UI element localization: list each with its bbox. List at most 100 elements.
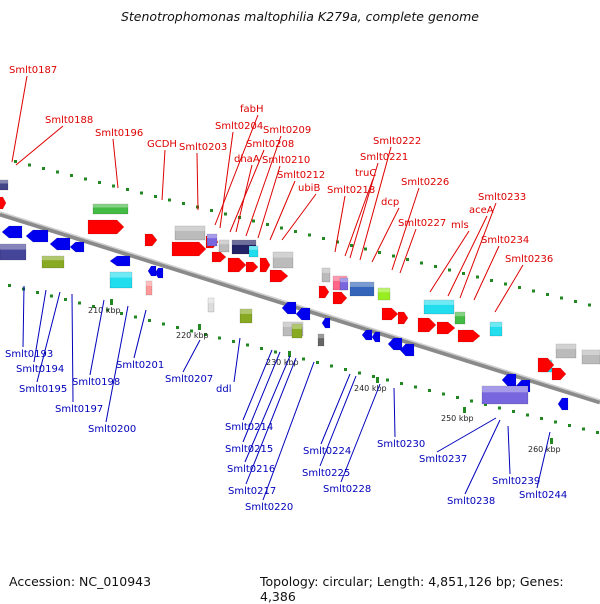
reverse-tick-lane [442,392,445,396]
reverse-tick-lane [596,431,599,434]
forward-label-Smlt0218: Smlt0218 [327,185,375,196]
forward-tick-lane [490,279,493,282]
forward-label-Smlt0226: Smlt0226 [401,177,449,188]
reverse-label-leader [320,373,351,445]
reverse-tick-lane [372,375,375,378]
reverse-gene-feature [41,255,65,269]
forward-tick-lane [476,275,479,279]
reverse-tick-lane [50,294,53,298]
reverse-gene-feature [147,265,157,277]
reverse-tick-lane [358,371,361,375]
forward-label-Smlt0236: Smlt0236 [505,254,553,265]
scale-label-220-kbp: 220 kbp [176,331,209,340]
forward-tick-lane [14,160,17,163]
reverse-label-Smlt0220: Smlt0220 [245,502,293,513]
scale-tick [463,407,466,413]
reverse-label-Smlt0228: Smlt0228 [323,484,371,495]
forward-tick-lane [420,261,423,265]
forward-tick-lane [322,237,325,240]
forward-tick-lane [70,174,73,177]
forward-tick-lane [308,233,311,237]
reverse-tick-lane [274,350,277,354]
forward-label-leader [112,138,119,189]
forward-label-Smlt0234: Smlt0234 [481,235,529,246]
reverse-tick-lane [512,410,515,413]
forward-tick-lane [364,247,367,251]
forward-label-leader [245,135,282,237]
reverse-tick-lane [386,378,389,382]
reverse-label-Smlt0197: Smlt0197 [55,404,103,415]
forward-label-Smlt0233: Smlt0233 [478,192,526,203]
forward-label-GCDH: GCDH [147,139,177,150]
forward-gene-feature [555,343,577,359]
forward-gene-feature-shine [93,204,128,208]
reverse-gene-feature [501,373,517,387]
forward-label-dhaA: dhaA [234,154,260,165]
forward-gene-feature-shine [424,300,454,305]
reverse-tick-lane [484,403,487,406]
forward-gene-feature [248,245,259,258]
forward-label-leader [344,178,374,257]
forward-label-Smlt0221: Smlt0221 [360,152,408,163]
forward-tick-lane [518,286,521,289]
forward-label-leader [269,180,296,241]
reverse-label-Smlt0215: Smlt0215 [225,444,273,455]
reverse-gene-feature-shine [482,386,528,393]
scale-tick [110,299,113,305]
forward-gene-feature-shine [582,350,600,355]
forward-label-leader [399,228,417,274]
reverse-tick-lane [148,319,151,322]
forward-tick-lane [448,268,451,272]
reverse-label-Smlt0244: Smlt0244 [519,490,567,501]
forward-label-Smlt0227: Smlt0227 [398,218,446,229]
forward-gene-feature [457,329,481,343]
forward-label-leader [459,202,497,299]
scale-tick [288,351,291,357]
forward-label-Smlt0210: Smlt0210 [262,155,310,166]
forward-gene-feature-shine [175,226,205,231]
reverse-tick-lane [232,340,235,343]
reverse-tick-lane [316,361,319,364]
forward-gene-feature [92,203,129,215]
reverse-tick-lane [302,357,305,361]
reverse-tick-lane [8,284,11,287]
forward-tick-lane [42,167,45,170]
reverse-label-Smlt0238: Smlt0238 [447,496,495,507]
reverse-label-leader [89,299,105,376]
forward-tick-lane [266,223,269,226]
reverse-tick-lane [330,364,333,368]
reverse-gene-feature [69,241,85,253]
forward-label-mls: mls [451,220,469,231]
reverse-label-Smlt0217: Smlt0217 [228,486,276,497]
reverse-label-leader [182,339,201,373]
forward-label-leader [281,193,317,241]
reverse-label-leader [244,355,291,463]
forward-tick-lane [462,272,465,275]
forward-label-aceA: aceA [469,205,494,216]
genome-title: Stenotrophomonas maltophilia K279a, comp… [120,9,480,24]
reverse-label-leader [22,285,25,348]
forward-label-Smlt0208: Smlt0208 [246,139,294,150]
reverse-gene-feature-shine [42,256,64,261]
forward-tick-lane [336,240,339,244]
reverse-gene-feature-shine [208,298,214,303]
forward-label-leader [447,215,488,297]
reverse-gene-feature [481,385,529,405]
reverse-label-Smlt0201: Smlt0201 [116,360,164,371]
scale-tick [550,438,553,444]
reverse-gene-feature [154,267,164,279]
forward-label-leader [371,207,400,263]
reverse-label-Smlt0239: Smlt0239 [492,476,540,487]
reverse-gene-feature [0,243,27,261]
forward-label-Smlt0187: Smlt0187 [9,65,57,76]
forward-gene-feature-shine [249,246,258,250]
forward-label-leader [229,149,265,233]
reverse-gene-feature-shine [318,334,324,339]
scale-tick [198,324,201,330]
forward-label-leader [196,152,199,211]
reverse-gene-feature [207,297,215,313]
forward-gene-feature [349,281,375,297]
reverse-label-leader [245,357,297,485]
reverse-label-Smlt0198: Smlt0198 [72,377,120,388]
reverse-label-Smlt0195: Smlt0195 [19,384,67,395]
